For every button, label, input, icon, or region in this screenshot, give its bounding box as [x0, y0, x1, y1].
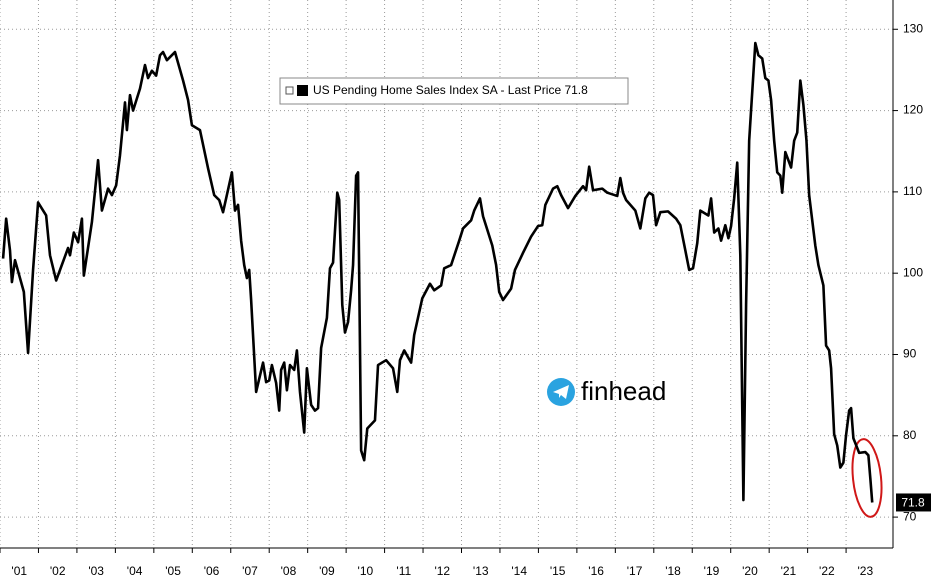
x-tick-label: '11 — [396, 564, 411, 578]
x-tick-label: '04 — [127, 564, 143, 578]
x-tick-label: '17 — [627, 564, 643, 578]
y-tick-label: 90 — [903, 347, 917, 361]
x-tick-label: '15 — [550, 564, 566, 578]
y-tick-label: 120 — [903, 103, 923, 117]
watermark-icon-plane — [553, 385, 569, 399]
x-tick-label: '14 — [511, 564, 527, 578]
y-tick-label: 130 — [903, 21, 923, 35]
line — [1, 41, 874, 503]
x-tick-label: '23 — [857, 564, 873, 578]
legend-box — [279, 77, 629, 105]
legend-swatch — [297, 85, 308, 96]
x-tick-label: '12 — [434, 564, 450, 578]
x-tick-label: '19 — [704, 564, 720, 578]
x-tick-label: '08 — [281, 564, 297, 578]
x-tick-label: '02 — [50, 564, 66, 578]
x-tick-label: '07 — [242, 564, 258, 578]
x-tick-label: '03 — [88, 564, 104, 578]
y-tick-label: 110 — [903, 184, 922, 198]
axes — [0, 0, 894, 549]
x-tick-label: '22 — [819, 564, 835, 578]
x-tick-label: '05 — [165, 564, 181, 578]
legend-toggle — [285, 86, 294, 95]
legend: US Pending Home Sales Index SA - Last Pr… — [279, 77, 629, 105]
highlight-circle — [851, 438, 883, 518]
watermark: finhead — [547, 376, 666, 406]
x-tick-label: '18 — [665, 564, 681, 578]
last-price-box — [896, 493, 931, 512]
x-tick-label: '10 — [358, 564, 374, 578]
x-tick-label: '01 — [11, 564, 27, 578]
x-tick-label: '13 — [473, 564, 489, 578]
y-tick-label: 100 — [903, 265, 923, 279]
x-tick-label: '21 — [781, 564, 797, 578]
last-price-label: 71.8 — [901, 496, 925, 510]
x-tick-label: '20 — [742, 564, 758, 578]
x-tick-label: '09 — [319, 564, 335, 578]
y-tick-label: 80 — [903, 428, 917, 442]
legend-label: US Pending Home Sales Index SA - Last Pr… — [313, 83, 588, 97]
y-tick-label: 70 — [903, 509, 917, 523]
watermark-text: finhead — [581, 376, 666, 406]
grid — [0, 0, 893, 548]
x-tick-label: '06 — [204, 564, 220, 578]
x-tick-label: '16 — [588, 564, 604, 578]
